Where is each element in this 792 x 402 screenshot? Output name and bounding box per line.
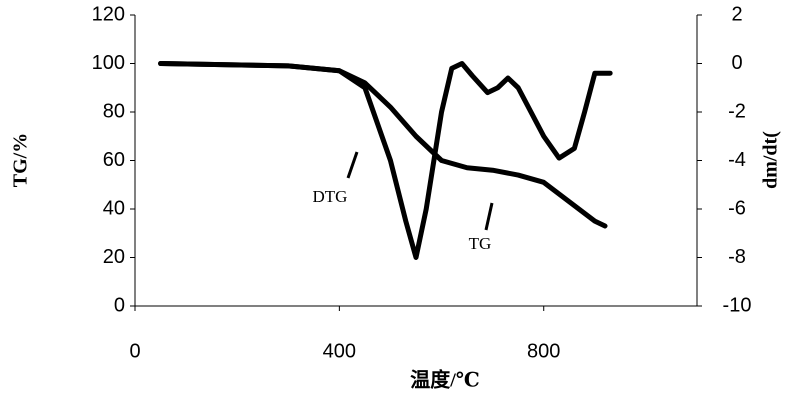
x-tick-label: 400: [323, 340, 356, 362]
y-tick-label: 0: [114, 294, 125, 316]
x-tick-label: 0: [129, 340, 140, 362]
y2-tick-label: 0: [731, 52, 742, 74]
y-axis-label: TG/%: [10, 133, 32, 187]
y-tick-label: 40: [103, 197, 125, 219]
y-tick-label: 100: [92, 52, 125, 74]
series-line: [158, 61, 613, 260]
x-axis-label: 温度/℃: [410, 368, 480, 392]
y2-tick-label: 2: [731, 3, 742, 25]
annotation: TG: [469, 234, 492, 253]
annotation-leader: [346, 151, 359, 179]
y-tick-label: 120: [92, 3, 125, 25]
y2-tick-label: -6: [728, 197, 746, 219]
y2-axis-label: dm/dt(: [760, 131, 782, 189]
x-tick-label: 800: [527, 340, 560, 362]
y-tick-label: 20: [103, 246, 125, 268]
y-tick-label: 60: [103, 149, 125, 171]
y2-tick-label: -4: [728, 149, 746, 171]
y-tick-label: 80: [103, 100, 125, 122]
y2-tick-label: -8: [728, 246, 746, 268]
annotation-leader: [484, 202, 494, 231]
y2-tick-label: -10: [723, 294, 752, 316]
y2-tick-label: -2: [728, 100, 746, 122]
annotation: DTG: [313, 187, 348, 206]
